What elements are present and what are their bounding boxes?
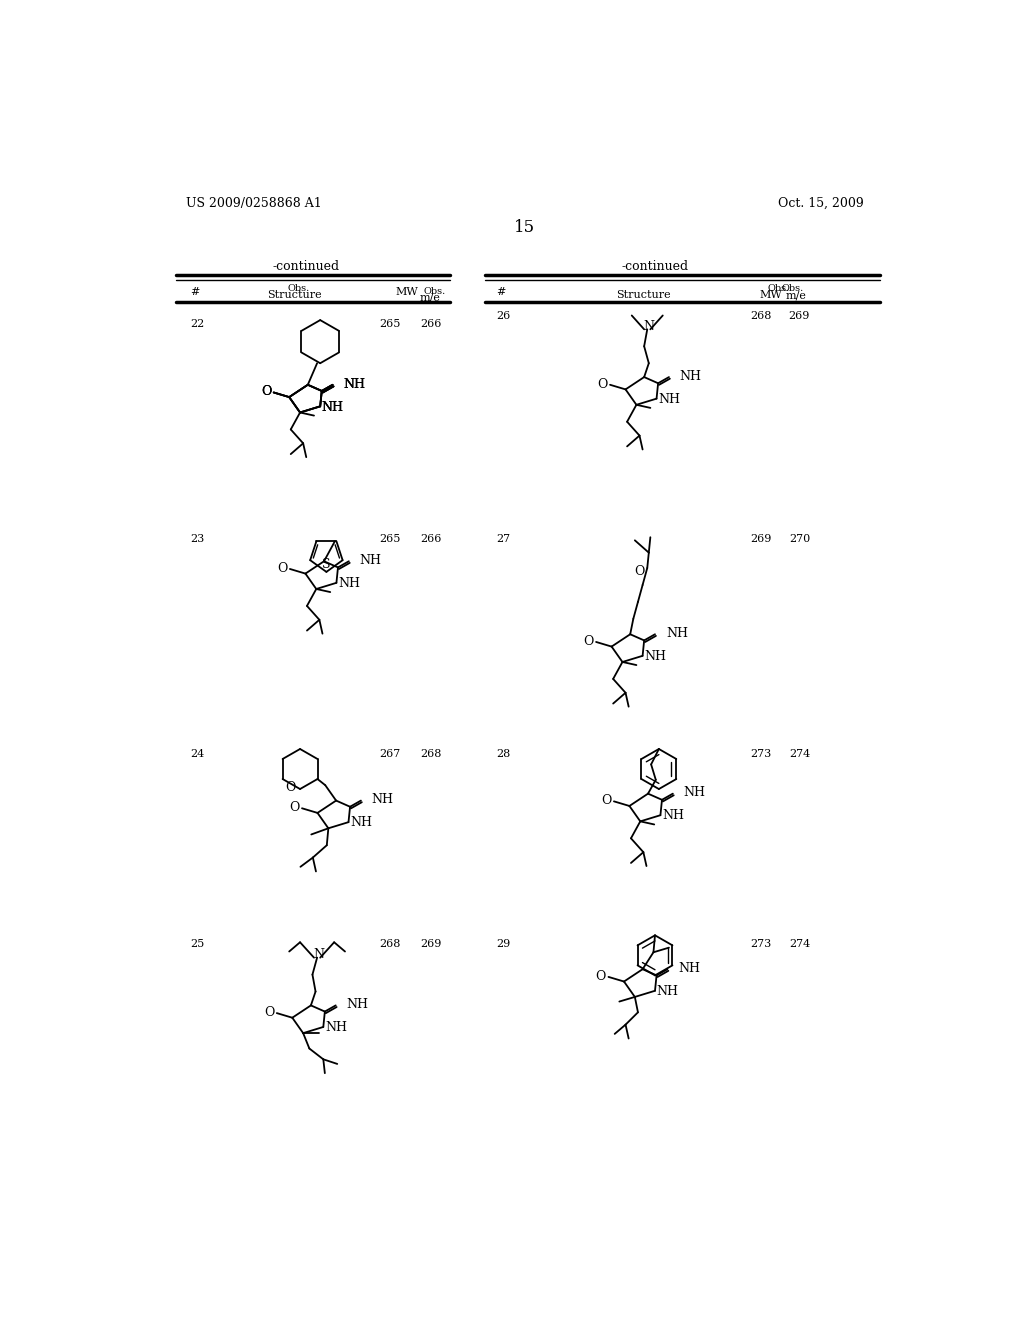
Text: NH: NH: [325, 1022, 347, 1035]
Text: NH: NH: [359, 554, 382, 568]
Text: 274: 274: [788, 748, 810, 759]
Text: O: O: [286, 781, 296, 795]
Text: S: S: [323, 557, 331, 570]
Text: 269: 269: [421, 939, 442, 949]
Text: NH: NH: [680, 370, 701, 383]
Text: NH: NH: [666, 627, 688, 640]
Text: 15: 15: [514, 219, 536, 236]
Text: NH: NH: [372, 793, 394, 807]
Text: O: O: [601, 795, 611, 807]
Text: NH: NH: [656, 985, 679, 998]
Text: #: #: [190, 286, 200, 297]
Text: 29: 29: [496, 939, 510, 949]
Text: 267: 267: [380, 748, 400, 759]
Text: 23: 23: [190, 533, 204, 544]
Text: -continued: -continued: [272, 260, 340, 273]
Text: 26: 26: [496, 312, 510, 321]
Text: O: O: [596, 970, 606, 982]
Text: Structure: Structure: [616, 290, 671, 301]
Text: NH: NH: [684, 787, 706, 800]
Text: NH: NH: [678, 962, 700, 975]
Text: O: O: [583, 635, 594, 648]
Text: m/e: m/e: [785, 290, 807, 301]
Text: 274: 274: [788, 939, 810, 949]
Text: NH: NH: [322, 400, 344, 413]
Text: 269: 269: [750, 533, 771, 544]
Text: NH: NH: [338, 577, 360, 590]
Text: N: N: [313, 948, 325, 961]
Text: NH: NH: [350, 816, 372, 829]
Text: Obs.: Obs.: [423, 288, 445, 296]
Text: NH: NH: [644, 649, 667, 663]
Text: O: O: [264, 1006, 274, 1019]
Text: -continued: -continued: [622, 260, 688, 273]
Text: 265: 265: [380, 533, 400, 544]
Text: 270: 270: [788, 533, 810, 544]
Text: 22: 22: [190, 319, 204, 329]
Text: Obs.: Obs.: [288, 284, 309, 293]
Text: 268: 268: [750, 312, 771, 321]
Text: Structure: Structure: [267, 290, 322, 301]
Text: US 2009/0258868 A1: US 2009/0258868 A1: [186, 197, 322, 210]
Text: 268: 268: [421, 748, 442, 759]
Text: 27: 27: [496, 533, 510, 544]
Text: Obs.: Obs.: [782, 284, 804, 293]
Text: 269: 269: [788, 312, 810, 321]
Text: Obs.: Obs.: [768, 284, 791, 293]
Text: 28: 28: [496, 748, 510, 759]
Text: O: O: [634, 565, 645, 578]
Text: 266: 266: [421, 319, 442, 329]
Text: 25: 25: [190, 939, 204, 949]
Text: O: O: [261, 385, 271, 399]
Text: O: O: [597, 378, 607, 391]
Text: NH: NH: [343, 378, 366, 391]
Text: O: O: [261, 385, 271, 399]
Text: NH: NH: [343, 378, 366, 391]
Text: MW: MW: [760, 290, 782, 301]
Text: N: N: [643, 319, 654, 333]
Text: #: #: [496, 286, 506, 297]
Text: O: O: [276, 562, 288, 574]
Text: NH: NH: [343, 378, 366, 391]
Text: Oct. 15, 2009: Oct. 15, 2009: [778, 197, 864, 210]
Text: NH: NH: [322, 400, 344, 413]
Text: MW: MW: [395, 286, 419, 297]
Text: NH: NH: [322, 400, 344, 413]
Text: 266: 266: [421, 533, 442, 544]
Text: O: O: [261, 385, 271, 399]
Text: NH: NH: [662, 809, 684, 822]
Text: 273: 273: [750, 748, 771, 759]
Text: O: O: [289, 801, 299, 814]
Text: 265: 265: [380, 319, 400, 329]
Text: NH: NH: [346, 998, 369, 1011]
Text: 268: 268: [380, 939, 400, 949]
Text: 273: 273: [750, 939, 771, 949]
Text: NH: NH: [658, 393, 680, 407]
Text: 24: 24: [190, 748, 204, 759]
Text: m/e: m/e: [420, 293, 440, 302]
